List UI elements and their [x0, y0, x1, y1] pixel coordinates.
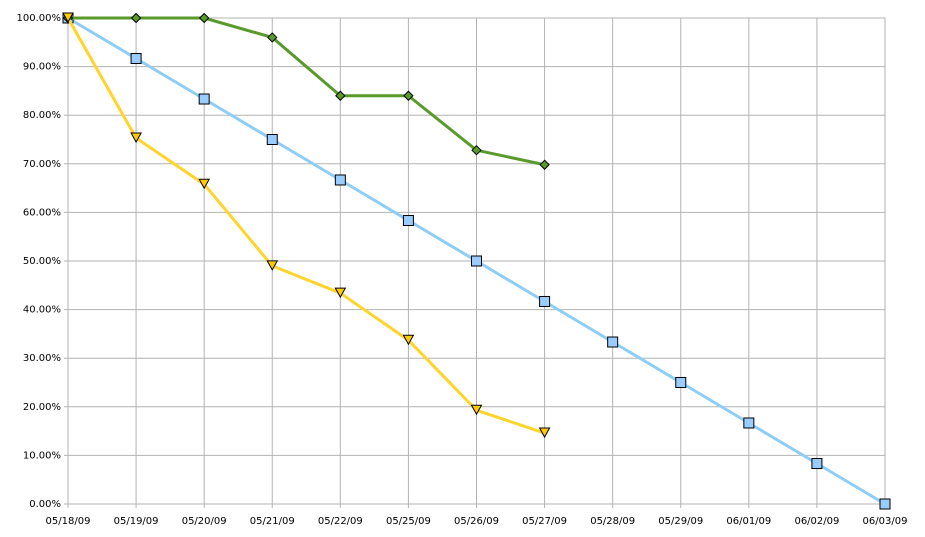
point-marker — [198, 12, 210, 24]
y-tick-label: 30.00% — [23, 353, 61, 364]
point-marker — [402, 215, 414, 227]
series-line — [66, 17, 546, 435]
point-marker — [402, 334, 415, 346]
point-marker — [130, 52, 142, 64]
point-marker — [471, 144, 482, 156]
y-tick-label: 20.00% — [23, 402, 61, 413]
point-marker — [62, 12, 74, 24]
point-marker — [539, 159, 550, 170]
y-tick-label: 0.00% — [29, 499, 61, 510]
y-tick-label: 60.00% — [23, 207, 61, 218]
x-tick-label: 06/03/09 — [863, 516, 908, 527]
point-marker — [130, 12, 142, 24]
y-tick-label: 70.00% — [23, 159, 61, 170]
point-marker — [334, 174, 346, 186]
x-tick-label: 06/02/09 — [794, 516, 839, 527]
point-marker — [267, 32, 278, 43]
point-marker — [198, 178, 211, 190]
x-tick-label: 05/22/09 — [318, 516, 363, 527]
point-marker — [470, 404, 483, 416]
series-line — [68, 16, 545, 167]
x-tick-label: 05/19/09 — [114, 516, 159, 527]
point-marker — [471, 255, 482, 267]
x-tick-label: 06/01/09 — [726, 516, 771, 527]
y-tick-label: 80.00% — [23, 110, 61, 121]
x-tick-label: 05/29/09 — [658, 516, 703, 527]
y-tick-label: 10.00% — [23, 450, 61, 461]
x-tick-label: 05/27/09 — [522, 516, 567, 527]
y-tick-label: 40.00% — [23, 305, 61, 316]
x-tick-label: 05/26/09 — [454, 516, 499, 527]
point-marker — [538, 427, 551, 439]
x-tick-label: 05/18/09 — [46, 516, 91, 527]
point-marker — [266, 260, 279, 271]
x-tick-label: 05/25/09 — [386, 516, 431, 527]
x-tick-label: 05/28/09 — [590, 516, 635, 527]
y-tick-label: 100.00% — [17, 13, 62, 24]
point-marker — [743, 417, 755, 429]
x-tick-label: 05/21/09 — [250, 516, 295, 527]
point-marker — [334, 287, 347, 299]
point-marker — [675, 377, 687, 388]
y-tick-label: 50.00% — [23, 256, 61, 267]
point-marker — [539, 295, 551, 307]
y-tick-label: 90.00% — [23, 62, 61, 73]
series — [62, 12, 550, 170]
point-marker — [607, 336, 619, 348]
x-tick-label: 05/20/09 — [182, 516, 227, 527]
series — [62, 12, 551, 439]
point-marker — [130, 132, 142, 144]
point-marker — [198, 93, 210, 105]
point-marker — [879, 498, 891, 510]
point-marker — [811, 458, 823, 470]
point-marker — [335, 90, 346, 101]
point-marker — [266, 134, 278, 145]
point-marker — [403, 90, 414, 101]
